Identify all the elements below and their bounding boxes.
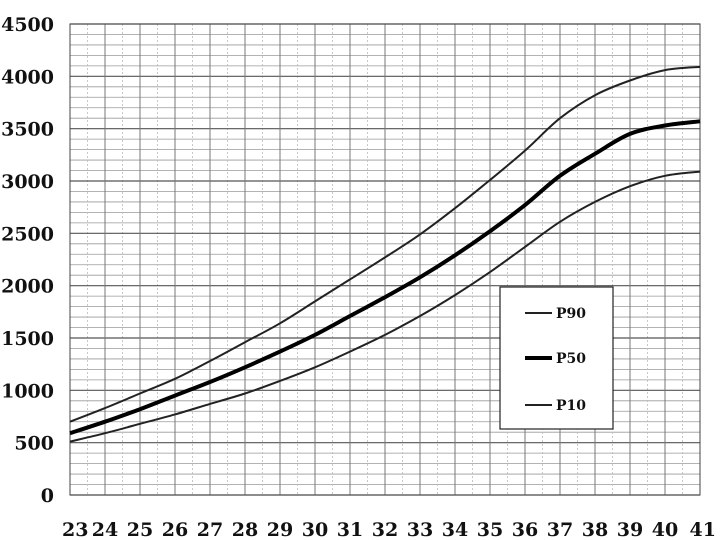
x-tick-label: 33	[407, 519, 433, 540]
x-tick-label: 23	[62, 519, 88, 540]
x-tick-label: 41	[690, 519, 716, 540]
x-tick-label: 31	[337, 519, 363, 540]
y-tick-label: 3500	[1, 119, 54, 141]
y-tick-label: 4500	[1, 14, 54, 36]
x-axis-tick-labels: 23 24 25 26 27 28 29 30 31 32 33 34 35 36 37 38 39 40 41	[62, 519, 716, 540]
x-tick-label: 30	[302, 519, 328, 540]
legend-label-p10: P10	[556, 398, 586, 414]
plot-area-frame	[69, 23, 701, 496]
x-tick-label: 27	[197, 519, 223, 540]
x-tick-label: 35	[477, 519, 503, 540]
x-tick-label: 32	[372, 519, 398, 540]
y-tick-label: 0	[41, 485, 54, 507]
x-tick-label: 38	[582, 519, 608, 540]
x-tick-label: 39	[617, 519, 643, 540]
y-axis-tick-labels: 0 500 1000 1500 2000 2500 3000 3500 4000 4500	[1, 14, 54, 507]
legend-label-p90: P90	[556, 306, 586, 322]
legend: P90 P50 P10	[499, 286, 614, 430]
x-tick-label: 40	[652, 519, 678, 540]
x-tick-label: 26	[162, 519, 188, 540]
series-lines	[69, 65, 701, 443]
x-tick-label: 24	[92, 519, 118, 540]
y-tick-label: 2000	[1, 276, 54, 298]
legend-label-p50: P50	[556, 351, 586, 367]
legend-box	[499, 286, 614, 430]
y-tick-label: 500	[14, 433, 54, 455]
x-tick-label: 25	[127, 519, 153, 540]
series-line-p10	[69, 170, 701, 443]
x-tick-label: 29	[267, 519, 293, 540]
x-tick-label: 37	[547, 519, 573, 540]
y-tick-label: 1000	[1, 380, 54, 402]
y-tick-label: 4000	[1, 66, 54, 88]
x-tick-label: 28	[232, 519, 258, 540]
x-tick-label: 34	[442, 519, 468, 540]
x-tick-label: 36	[512, 519, 538, 540]
y-tick-label: 1500	[1, 328, 54, 350]
y-tick-label: 3000	[1, 171, 54, 193]
y-tick-label: 2500	[1, 223, 54, 245]
series-line-p50	[69, 119, 701, 436]
series-line-p90	[69, 65, 701, 423]
